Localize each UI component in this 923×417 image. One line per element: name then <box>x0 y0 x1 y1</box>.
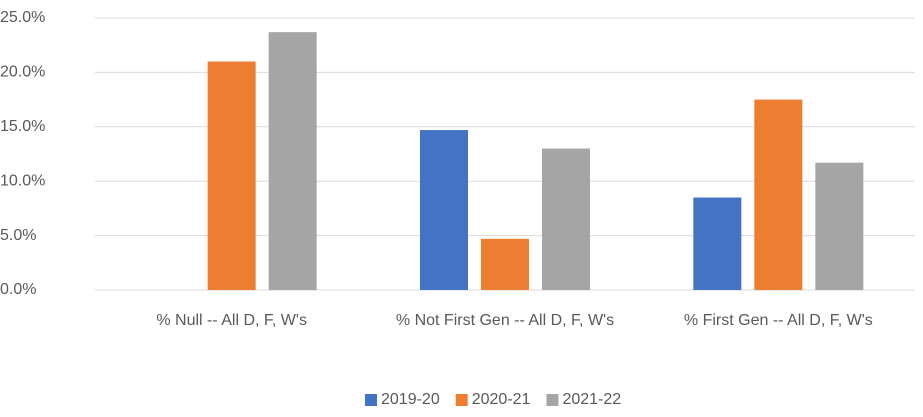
y-tick-label: 25.0% <box>0 9 45 26</box>
y-tick-label: 20.0% <box>0 64 45 81</box>
legend-label: 2020-21 <box>472 391 531 408</box>
y-tick-label: 10.0% <box>0 172 45 189</box>
bar <box>207 61 256 290</box>
bar <box>815 162 864 290</box>
x-tick-label: % First Gen -- All D, F, W's <box>683 312 873 329</box>
legend-swatch <box>365 394 377 406</box>
y-tick-label: 0.0% <box>0 281 36 298</box>
bar <box>268 32 317 290</box>
bar <box>693 197 742 290</box>
legend-swatch <box>546 394 559 406</box>
bar <box>481 238 529 290</box>
legend-label: 2019-20 <box>381 391 440 408</box>
legend-label: 2021-22 <box>562 391 621 408</box>
bar <box>754 99 803 290</box>
legend-swatch <box>455 394 468 406</box>
y-tick-label: 15.0% <box>0 118 45 135</box>
x-tick-label: % Null -- All D, F, W's <box>156 312 307 329</box>
x-tick-label: % Not First Gen -- All D, F, W's <box>395 312 615 329</box>
bar <box>420 130 468 290</box>
y-tick-label: 5.0% <box>0 227 36 244</box>
bar <box>542 148 590 290</box>
